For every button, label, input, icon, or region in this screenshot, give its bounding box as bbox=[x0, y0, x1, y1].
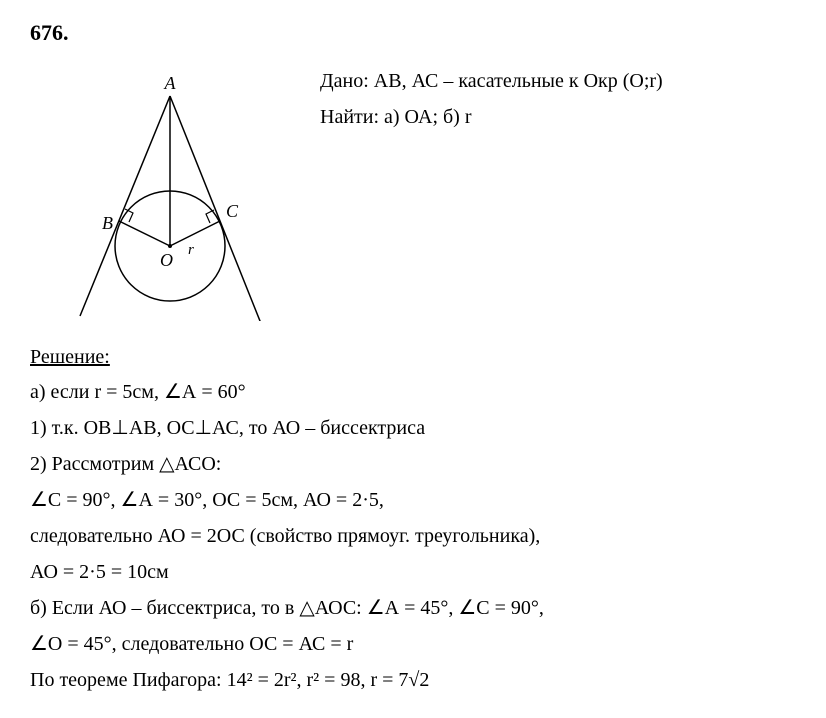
given-line-2: Найти: а) ОА; б) r bbox=[320, 102, 663, 132]
solution-line-5: АО = 2·5 = 10см bbox=[30, 557, 796, 587]
given-block: Дано: АВ, АС – касательные к Окр (О;r) Н… bbox=[310, 61, 663, 321]
solution-line-7: ∠О = 45°, следовательно ОС = АС = r bbox=[30, 629, 796, 659]
label-a: A bbox=[164, 73, 177, 93]
solution-header: Решение: bbox=[30, 346, 796, 369]
problem-number: 676. bbox=[30, 20, 796, 46]
solution-line-1: 1) т.к. ОВ⊥АВ, ОС⊥АС, то АО – биссектрис… bbox=[30, 413, 796, 443]
given-line-1: Дано: АВ, АС – касательные к Окр (О;r) bbox=[320, 66, 663, 96]
solution-line-8: По теореме Пифагора: 14² = 2r², r² = 98,… bbox=[30, 665, 796, 695]
solution-line-4: следовательно АО = 2ОС (свойство прямоуг… bbox=[30, 521, 796, 551]
label-r: r bbox=[188, 242, 194, 258]
solution-line-a: а) если r = 5см, ∠А = 60° bbox=[30, 377, 796, 407]
solution-line-6: б) Если АО – биссектриса, то в △АОС: ∠А … bbox=[30, 593, 796, 623]
label-o: O bbox=[160, 250, 173, 270]
label-c: C bbox=[226, 201, 239, 221]
diagram: A B C O r bbox=[30, 61, 310, 321]
label-b: B bbox=[102, 213, 113, 233]
solution-line-2: 2) Рассмотрим △АСО: bbox=[30, 449, 796, 479]
solution-line-3: ∠С = 90°, ∠А = 30°, ОС = 5см, АО = 2·5, bbox=[30, 485, 796, 515]
top-section: A B C O r Дано: АВ, АС – касательные к О… bbox=[30, 61, 796, 321]
